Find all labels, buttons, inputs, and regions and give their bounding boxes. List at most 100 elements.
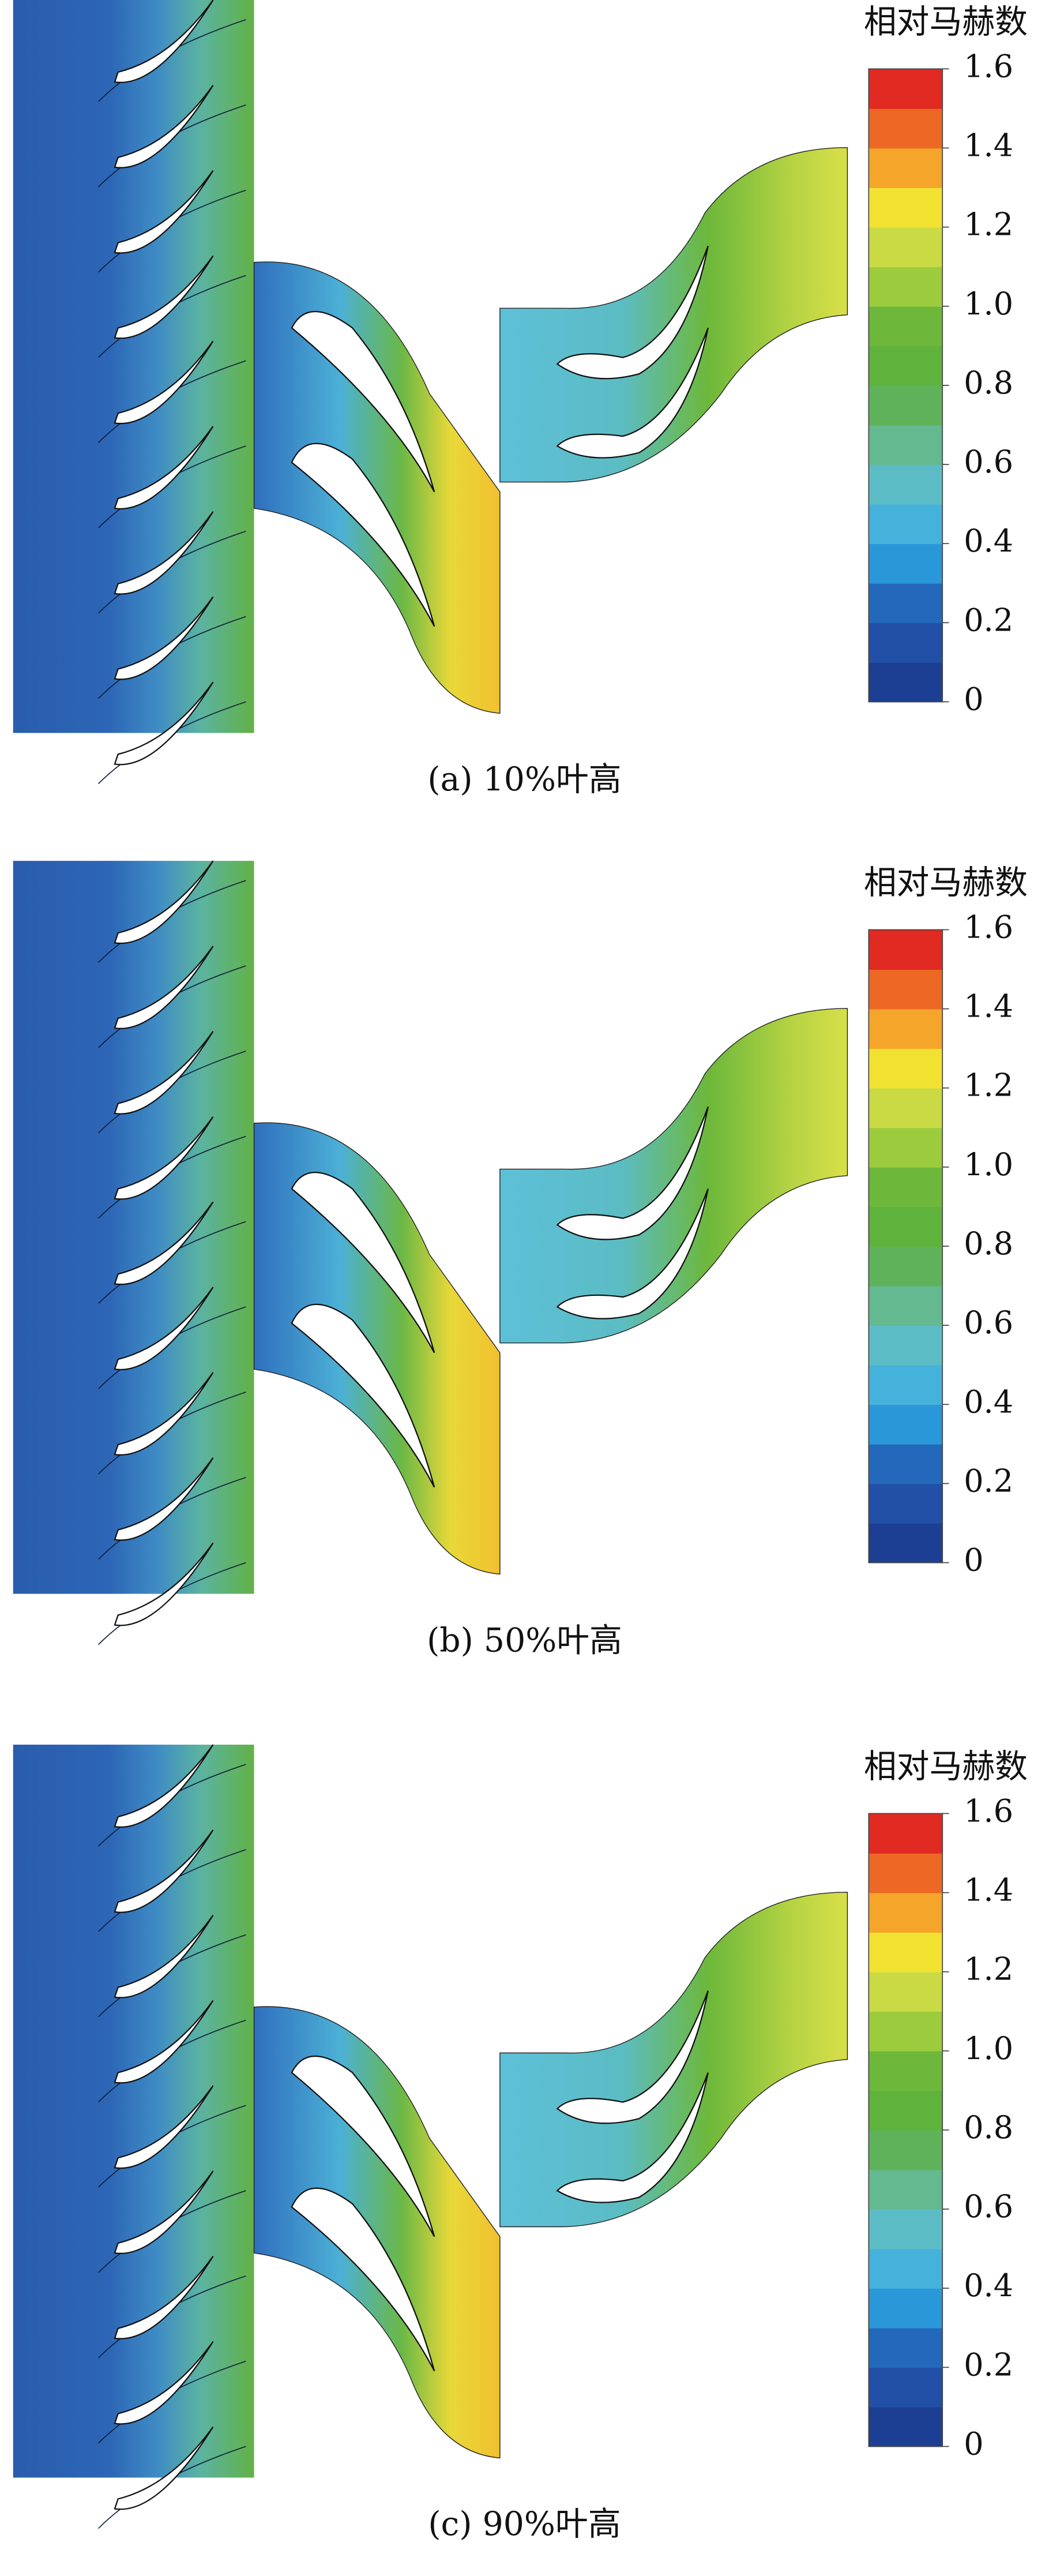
- outlet-field: [499, 147, 848, 483]
- colorbar-band: [868, 1404, 943, 1445]
- colorbar-band: [868, 1325, 943, 1366]
- rotor-field: [13, 0, 254, 733]
- colorbar-tick-label: 0: [964, 2425, 983, 2462]
- colorbar-tick-label: 0: [964, 1542, 983, 1578]
- colorbar-band: [868, 543, 943, 584]
- colorbar-tick-label: 1.4: [964, 128, 1013, 164]
- blade: [114, 1744, 214, 1828]
- blade: [114, 511, 214, 595]
- blade: [556, 2072, 709, 2203]
- blade: [556, 1188, 709, 1319]
- colorbar-band: [868, 2367, 943, 2408]
- colorbar-tick-label: 0.2: [964, 602, 1013, 638]
- colorbar-tick-label: 0.8: [964, 365, 1013, 401]
- blade: [114, 1457, 214, 1541]
- blade: [556, 245, 709, 380]
- rotor-field: [13, 1745, 254, 2478]
- panel-caption: (b) 50%叶高: [427, 1621, 622, 1659]
- colorbar-tick-label: 0: [964, 681, 983, 717]
- blade: [114, 1116, 214, 1200]
- colorbar-tick-label: 1.2: [964, 1067, 1013, 1104]
- blade: [114, 426, 214, 509]
- colorbar-tick-label: 1.2: [964, 1951, 1013, 1988]
- colorbar-title: 相对马赫数: [864, 1748, 1028, 1786]
- blade: [114, 85, 214, 168]
- colorbar-tick-label: 1.6: [964, 909, 1013, 945]
- colorbar-title: 相对马赫数: [864, 3, 1028, 41]
- colorbar-band: [868, 148, 943, 188]
- blade: [114, 1031, 214, 1115]
- blade: [114, 255, 214, 339]
- blade: [114, 1201, 214, 1285]
- colorbar-band: [868, 1246, 943, 1287]
- panel-caption: (c) 90%叶高: [428, 2505, 621, 2543]
- blade: [114, 2085, 214, 2169]
- colorbar-band: [868, 69, 943, 109]
- colorbar-tick-label: 0.2: [964, 1463, 1013, 1499]
- colorbar-band: [868, 1813, 943, 1854]
- colorbar-band: [868, 2248, 943, 2289]
- colorbar-tick-label: 1.0: [964, 2030, 1013, 2067]
- blade: [556, 1990, 709, 2124]
- colorbar-tick-label: 1.0: [964, 1146, 1013, 1183]
- stator-field: [253, 261, 501, 714]
- colorbar-band: [868, 227, 943, 268]
- stator-field: [253, 1122, 501, 1575]
- colorbar-band: [868, 929, 943, 970]
- blade: [114, 1829, 214, 1913]
- blade: [114, 1542, 214, 1626]
- blade: [114, 860, 214, 944]
- blade: [291, 443, 435, 627]
- colorbar-band: [868, 2327, 943, 2368]
- colorbar-band: [868, 2209, 943, 2249]
- colorbar-tick-label: 1.4: [964, 1872, 1013, 1908]
- blade: [556, 1107, 709, 1240]
- colorbar-band: [868, 1892, 943, 1933]
- blade: [114, 340, 214, 425]
- blade: [114, 2170, 214, 2255]
- colorbar-band: [868, 1483, 943, 1524]
- blade: [114, 2341, 214, 2425]
- blade: [114, 2256, 214, 2339]
- colorbar-band: [868, 1206, 943, 1247]
- colorbar-tick-label: 0.6: [964, 2188, 1013, 2225]
- blade: [114, 1287, 214, 1371]
- colorbar-band: [868, 1443, 943, 1484]
- colorbar-band: [868, 583, 943, 624]
- blade: [291, 310, 435, 493]
- blade: [114, 2426, 214, 2510]
- stator-field: [253, 2006, 501, 2459]
- blade: [114, 681, 214, 766]
- colorbar-band: [868, 1048, 943, 1089]
- colorbar-band: [868, 385, 943, 426]
- colorbar-band: [868, 425, 943, 465]
- colorbar-tick-label: 1.2: [964, 207, 1013, 243]
- colorbar-band: [868, 2406, 943, 2447]
- colorbar-band: [868, 188, 943, 228]
- blade: [556, 328, 709, 459]
- colorbar-tick-label: 1.0: [964, 286, 1013, 322]
- colorbar-band: [868, 1127, 943, 1168]
- blade: [291, 1303, 435, 1488]
- colorbar-band: [868, 2169, 943, 2210]
- blade: [291, 2055, 435, 2237]
- colorbar-band: [868, 2129, 943, 2170]
- colorbar-band: [868, 1853, 943, 1893]
- colorbar-tick-label: 0.8: [964, 1225, 1013, 1262]
- blade: [291, 2187, 435, 2372]
- colorbar-band: [868, 1088, 943, 1128]
- colorbar-tick-label: 0.6: [964, 444, 1013, 480]
- colorbar-band: [868, 1167, 943, 1208]
- colorbar-tick-label: 1.6: [964, 48, 1013, 84]
- colorbar-band: [868, 2011, 943, 2052]
- colorbar-band: [868, 623, 943, 663]
- blade: [114, 1914, 214, 1998]
- panel: 0 0.2 0.4 0.6 0.8 1.0 1.2 1.4 1.6 相对马赫数 (b) 50%叶高: [13, 860, 1028, 1659]
- blade: [114, 170, 214, 254]
- colorbar-band: [868, 2288, 943, 2328]
- blade: [114, 1372, 214, 1456]
- colorbar-tick-label: 0.2: [964, 2346, 1013, 2383]
- panel: 0 0.2 0.4 0.6 0.8 1.0 1.2 1.4 1.6 相对马赫数 (a) 10%叶高: [13, 0, 1028, 798]
